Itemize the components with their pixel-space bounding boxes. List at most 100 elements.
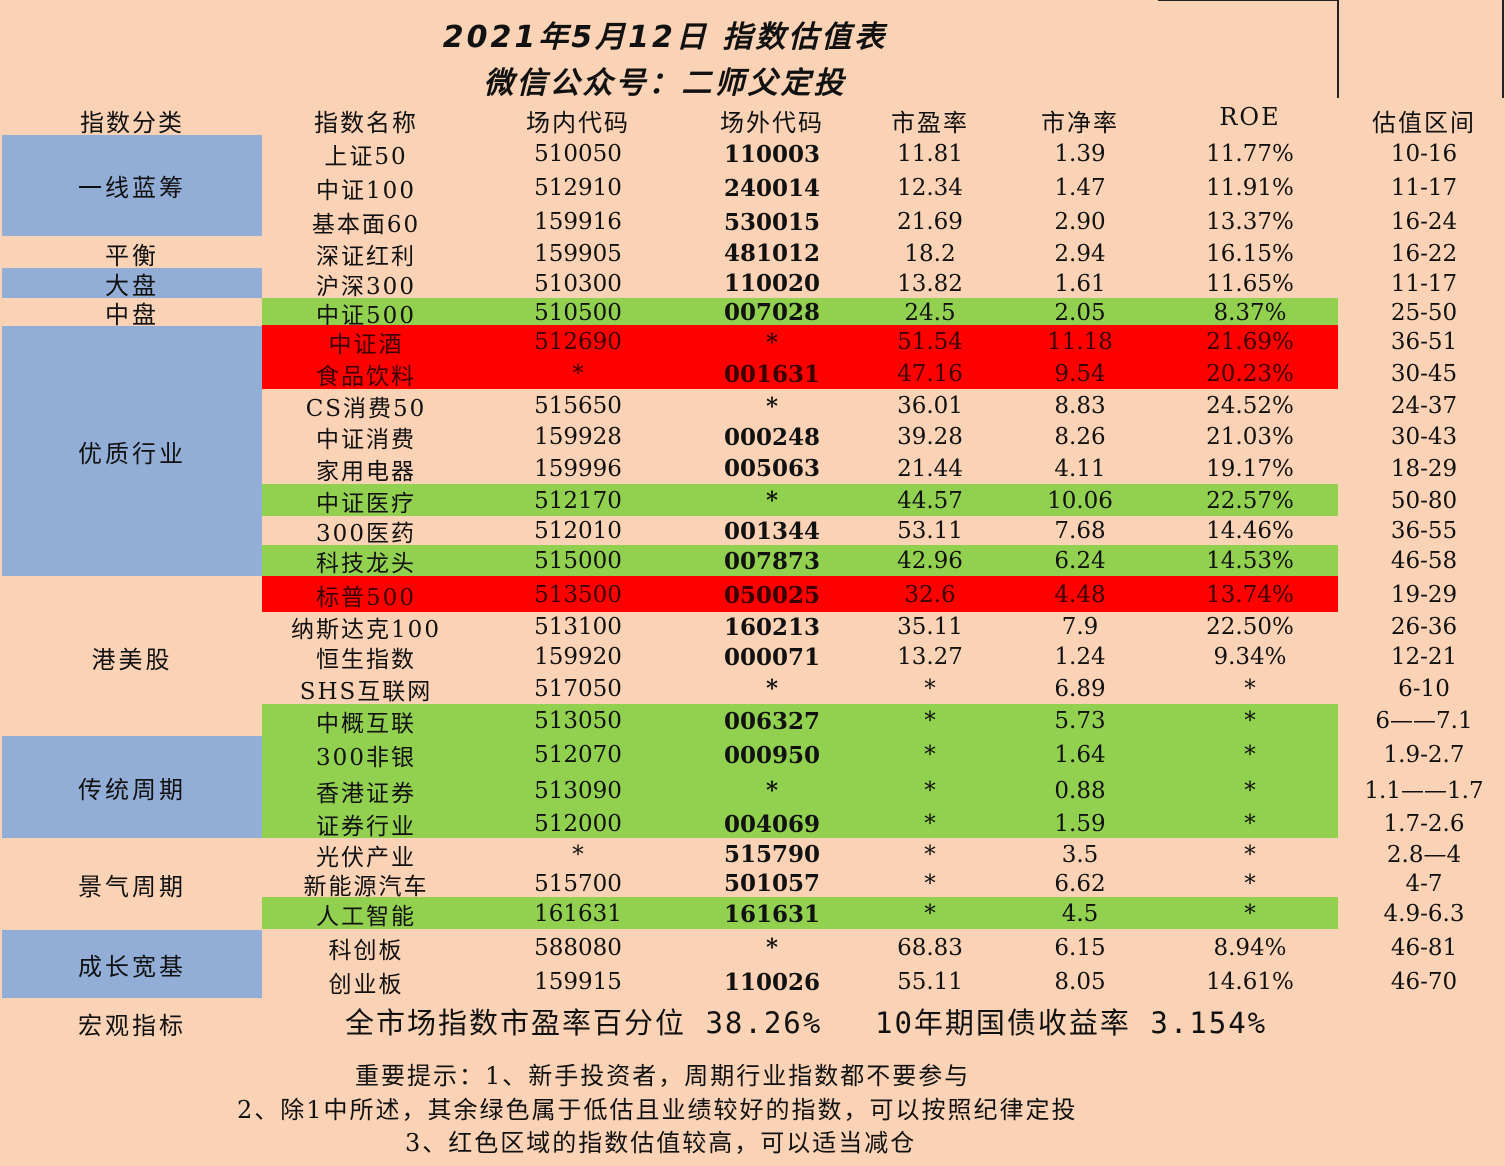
- row-pe: 32.6: [904, 582, 956, 608]
- row-name: 家用电器: [316, 458, 416, 485]
- row-roe: 20.23%: [1206, 361, 1294, 387]
- band-green-zz500: [262, 298, 1338, 325]
- row-pe: 51.54: [897, 329, 963, 355]
- row-name: CS消费50: [305, 396, 427, 422]
- table-row: 中概互联 513050 006327 * 5.73 * 6——7.1: [0, 704, 1505, 738]
- band-red-sp500: [262, 576, 1338, 612]
- row-pb: 2.94: [1054, 240, 1106, 267]
- row-range: 30-43: [1390, 424, 1458, 450]
- table-row: SHS互联网 517050 * * 6.89 * 6-10: [0, 673, 1505, 705]
- row-name: 中证100: [316, 178, 416, 204]
- table-row: 科创板 588080 * 68.83 6.15 8.94% 46-81: [0, 930, 1505, 965]
- row-roe: 8.94%: [1213, 934, 1287, 961]
- category-quality-industry: 优质行业: [2, 326, 262, 576]
- top-rule: [1158, 0, 1338, 1]
- row-pb: 1.47: [1054, 175, 1106, 201]
- row-pe: 18.2: [904, 240, 956, 267]
- row-name: 中概互联: [316, 711, 416, 737]
- row-code-out: 110003: [723, 140, 821, 168]
- category-growth: 成长宽基: [2, 930, 262, 998]
- header-pe: 市盈率: [891, 109, 969, 137]
- row-pb: 2.05: [1054, 299, 1106, 326]
- header-category: 指数分类: [80, 109, 184, 137]
- row-range: 46-58: [1390, 548, 1458, 574]
- row-code-in: 517050: [534, 675, 622, 702]
- row-pe: 55.11: [897, 969, 963, 995]
- table-row: 恒生指数 159920 000071 13.27 1.24 9.34% 12-21: [0, 642, 1505, 674]
- table-row: 证券行业 512000 004069 * 1.59 * 1.7-2.6: [0, 808, 1505, 841]
- row-code-out: *: [765, 328, 779, 356]
- row-roe: *: [1244, 870, 1256, 897]
- row-pe: 11.81: [897, 141, 963, 167]
- row-roe: *: [1244, 675, 1256, 702]
- table-row: 标普500 513500 050025 32.6 4.48 13.74% 19-29: [0, 578, 1505, 612]
- row-pb: 1.59: [1054, 811, 1106, 837]
- row-code-out: 050025: [723, 581, 821, 609]
- table-row: 中证酒 512690 * 51.54 11.18 21.69% 36-51: [0, 326, 1505, 359]
- table-row: 上证50 510050 110003 11.81 1.39 11.77% 10-16: [0, 138, 1505, 171]
- row-name: 300非银: [316, 745, 416, 771]
- macro-pe-percentile: 全市场指数市盈率百分位 38.26%: [345, 1006, 823, 1040]
- row-name: 食品饮料: [316, 364, 416, 390]
- row-roe: 22.50%: [1206, 614, 1294, 640]
- row-code-out: 161631: [723, 900, 821, 928]
- row-pe: 36.01: [897, 393, 963, 419]
- row-code-in: 512170: [534, 487, 622, 514]
- page-title: 2021年5月12日 指数估值表: [442, 20, 888, 55]
- row-code-out: 240014: [723, 174, 821, 202]
- row-roe: 14.53%: [1206, 548, 1294, 574]
- row-range: 12-21: [1390, 644, 1458, 670]
- header-roe: ROE: [1219, 103, 1281, 131]
- row-code-out: 160213: [723, 613, 821, 641]
- row-code-in: 513100: [534, 614, 622, 640]
- row-range: 6-10: [1398, 675, 1450, 702]
- row-code-out: 000950: [723, 741, 821, 769]
- row-range: 50-80: [1390, 487, 1458, 514]
- row-range: 10-16: [1390, 141, 1458, 167]
- row-pe: 24.5: [904, 299, 956, 326]
- table-row: 300医药 512010 001344 53.11 7.68 14.46% 36-55: [0, 516, 1505, 548]
- row-name: 科技龙头: [316, 551, 416, 577]
- header-code-in: 场内代码: [526, 109, 630, 137]
- row-code-in: 510500: [534, 299, 622, 326]
- top-divider-right: [1502, 0, 1504, 98]
- row-roe: *: [1244, 777, 1256, 804]
- category-blue-chip: 一线蓝筹: [2, 135, 262, 236]
- row-code-in: 159915: [534, 969, 622, 995]
- page-subtitle: 微信公众号：二师父定投: [483, 66, 847, 101]
- row-roe: 11.65%: [1206, 270, 1294, 297]
- row-pb: 0.88: [1054, 777, 1106, 804]
- row-pb: 1.61: [1054, 270, 1106, 297]
- row-pe: *: [924, 811, 936, 837]
- row-code-in: 159920: [534, 644, 622, 670]
- row-roe: 8.37%: [1213, 299, 1287, 326]
- row-pb: 10.06: [1047, 487, 1113, 514]
- row-name: 证券行业: [316, 814, 416, 840]
- table-row: 新能源汽车 515700 501057 * 6.62 * 4-7: [0, 869, 1505, 900]
- row-roe: 16.15%: [1206, 240, 1294, 267]
- table-row: 中证500 510500 007028 24.5 2.05 8.37% 25-50: [0, 299, 1505, 329]
- row-name: 基本面60: [311, 212, 421, 238]
- row-roe: 13.37%: [1206, 209, 1294, 235]
- row-pb: 6.62: [1054, 870, 1106, 897]
- row-pb: 6.89: [1054, 675, 1106, 702]
- row-name: 中证医疗: [316, 490, 416, 517]
- row-pb: 11.18: [1047, 329, 1113, 355]
- row-pe: *: [924, 841, 936, 868]
- row-pe: 21.44: [897, 455, 963, 482]
- row-pb: 4.11: [1054, 455, 1106, 482]
- row-name: 沪深300: [316, 273, 416, 300]
- row-name: 标普500: [316, 585, 416, 611]
- category-boom-cycle: 景气周期: [78, 872, 186, 901]
- top-divider-left: [1337, 0, 1339, 98]
- row-roe: 9.34%: [1213, 644, 1287, 670]
- row-range: 4-7: [1405, 870, 1443, 897]
- row-range: 36-55: [1390, 518, 1458, 544]
- note-3: 3、红色区域的指数估值较高，可以适当减仓: [405, 1129, 917, 1157]
- row-code-out: 110026: [723, 968, 821, 996]
- table-row: 纳斯达克100 513100 160213 35.11 7.9 22.50% 26-36: [0, 612, 1505, 644]
- row-roe: *: [1244, 841, 1256, 868]
- row-pe: 13.27: [897, 644, 963, 670]
- row-code-in: 159996: [534, 455, 622, 482]
- row-code-in: 512070: [534, 742, 622, 768]
